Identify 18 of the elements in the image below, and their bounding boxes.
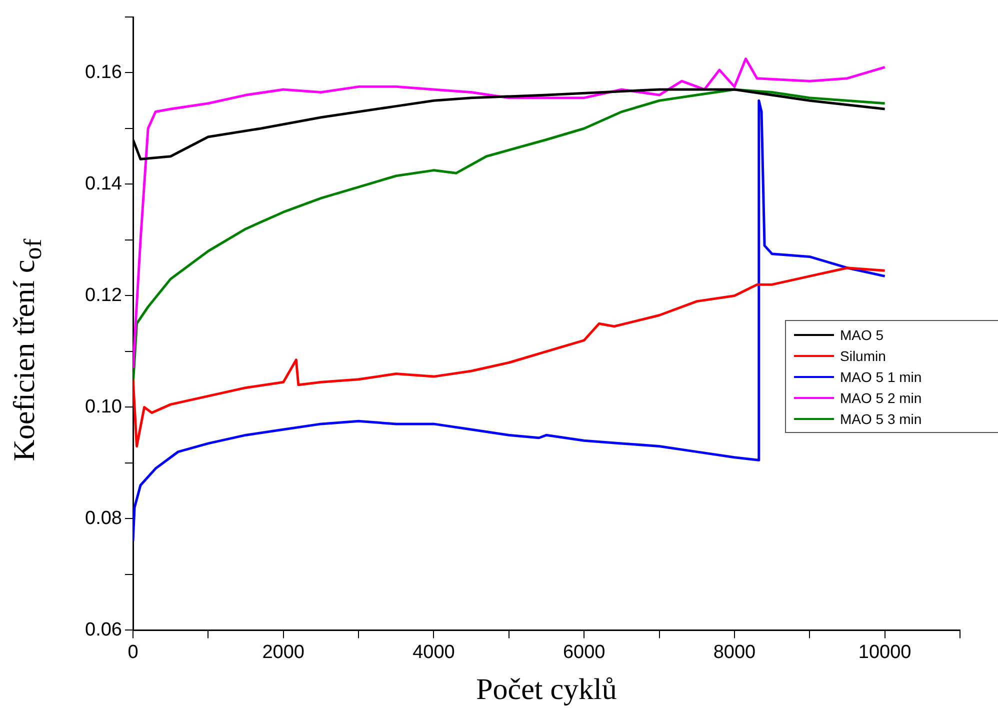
x-tick-label: 10000 bbox=[858, 642, 912, 663]
y-tick-label: 0.14 bbox=[85, 173, 122, 194]
x-tick-label: 2000 bbox=[262, 642, 305, 663]
text: 0.10 bbox=[85, 396, 122, 418]
y-tick-label: 0.08 bbox=[85, 508, 122, 529]
legend-label: MAO 5 bbox=[840, 326, 884, 342]
legend-label: MAO 5 3 min bbox=[840, 410, 922, 426]
legend-label: Silumin bbox=[840, 348, 886, 364]
x-tick-label: 4000 bbox=[412, 642, 455, 663]
y-tick-label: 0.06 bbox=[85, 619, 122, 640]
y-tick-label: 0.16 bbox=[85, 62, 122, 83]
x-tick-label: 6000 bbox=[562, 642, 606, 663]
x-axis-title: Počet cyklů bbox=[476, 672, 617, 706]
x-tick-label: 0 bbox=[128, 642, 138, 663]
y-tick-label: 0.12 bbox=[85, 284, 122, 306]
x-tick-label: 8000 bbox=[713, 642, 756, 663]
legend-label: MAO 5 1 min bbox=[840, 368, 922, 384]
legend-label: MAO 5 2 min bbox=[840, 390, 922, 406]
